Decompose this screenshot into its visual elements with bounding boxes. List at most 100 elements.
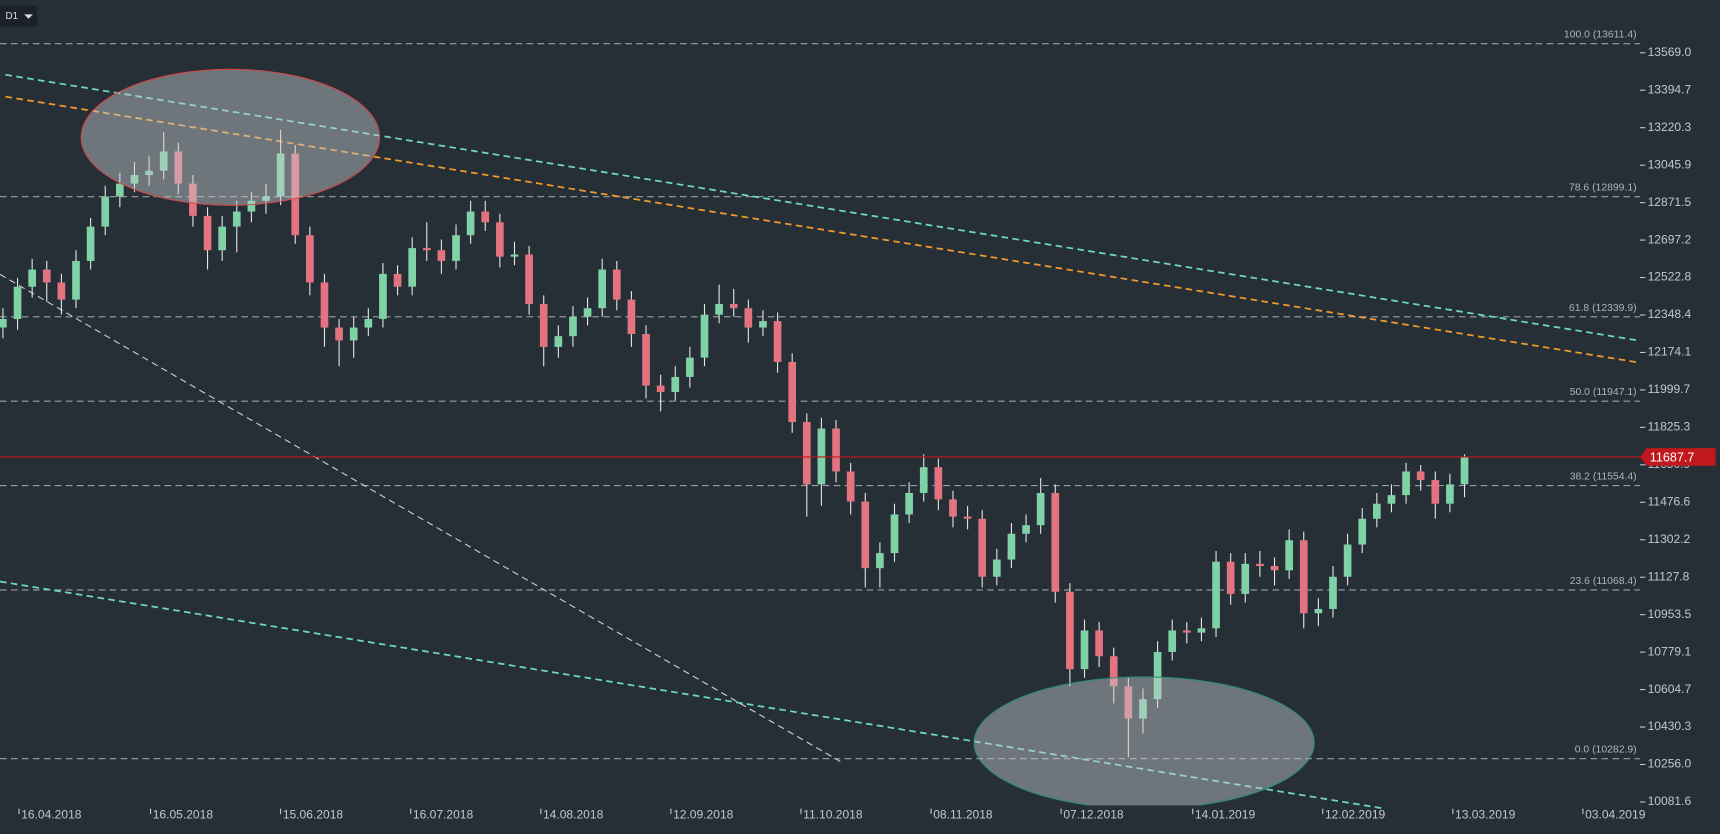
y-tick-label: 11476.6 xyxy=(1648,494,1691,508)
candle-body xyxy=(1080,630,1089,670)
candle-body xyxy=(788,361,797,423)
x-tick-label: 03.04.2019 xyxy=(1585,807,1646,821)
x-tick-label: 16.05.2018 xyxy=(153,807,214,821)
candle-body xyxy=(1402,471,1410,496)
candle-body xyxy=(232,211,241,227)
candle-body xyxy=(598,269,607,309)
y-tick-label: 11302.2 xyxy=(1648,532,1691,546)
y-tick-label: 13220.3 xyxy=(1648,120,1692,134)
candle-body xyxy=(291,153,300,236)
candle-body xyxy=(174,151,183,184)
dropdown-arrow[interactable] xyxy=(24,14,33,19)
candle-body xyxy=(481,211,490,223)
fib-label: 61.8 (12339.9) xyxy=(1569,303,1637,314)
y-tick-label: 11999.7 xyxy=(1648,382,1691,396)
y-tick-label: 10081.6 xyxy=(1648,794,1692,808)
highlight-ellipse xyxy=(80,68,381,206)
candle-body xyxy=(203,215,212,251)
fib-label: 23.6 (11068.4) xyxy=(1570,576,1637,587)
candle-body xyxy=(744,308,753,328)
candle-body xyxy=(466,211,475,236)
candle-body xyxy=(408,248,417,287)
candle-body xyxy=(276,153,285,197)
y-tick-label: 12522.8 xyxy=(1648,270,1692,284)
candle-body xyxy=(525,254,533,304)
candle-body xyxy=(656,385,665,392)
timeframe-selector[interactable]: D1 xyxy=(0,5,38,27)
last-price-tag xyxy=(1639,448,1716,466)
candle-body xyxy=(1314,608,1323,614)
candle-body xyxy=(306,235,314,283)
candle-body xyxy=(1460,456,1469,485)
candle-body xyxy=(42,269,51,283)
x-tick-label: 11.10.2018 xyxy=(803,807,863,821)
x-tick-label: 07.12.2018 xyxy=(1063,807,1124,821)
candle-body xyxy=(28,269,36,287)
candle-body xyxy=(116,183,124,197)
y-tick-label: 13394.7 xyxy=(1648,82,1692,96)
candle-body xyxy=(320,282,329,328)
y-tick-label: 10953.5 xyxy=(1648,607,1692,621)
candle-body xyxy=(72,260,80,300)
candle-body xyxy=(452,235,460,261)
candle-body xyxy=(1124,686,1133,719)
candle-body xyxy=(1168,630,1177,652)
candle-body xyxy=(992,559,1001,577)
x-tick-label: 16.04.2018 xyxy=(21,807,82,821)
candle-body xyxy=(861,501,870,569)
y-tick-label: 10256.0 xyxy=(1648,757,1692,771)
y-tick-label: 10604.7 xyxy=(1648,682,1692,696)
candle-body xyxy=(1285,540,1293,571)
candle-body xyxy=(1212,561,1220,629)
candle-body xyxy=(349,327,358,341)
timeframe-box[interactable] xyxy=(0,5,38,27)
y-tick-label: 12348.4 xyxy=(1648,307,1692,321)
candle-body xyxy=(890,514,899,554)
candle-body xyxy=(846,471,855,502)
candle-body xyxy=(1431,480,1440,504)
trend-line xyxy=(5,95,1637,364)
candle-body xyxy=(642,333,650,386)
y-tick-label: 12697.2 xyxy=(1648,232,1692,246)
candle-body xyxy=(773,321,782,362)
candle-body xyxy=(832,428,840,472)
y-tick-label: 11825.3 xyxy=(1648,420,1691,434)
candle-body xyxy=(876,553,884,569)
highlight-ellipse xyxy=(973,676,1315,806)
axes: 13569.0 13394.7 13220.3 13045.9 12871.5 12697… xyxy=(0,45,1716,821)
candle-body xyxy=(189,183,197,216)
candle-body xyxy=(510,254,519,257)
fib-label: 50.0 (11947.1) xyxy=(1570,387,1637,398)
candles xyxy=(0,129,1469,758)
x-tick-label: 16.07.2018 xyxy=(413,807,474,821)
candle-body xyxy=(802,422,811,485)
candle-body xyxy=(364,318,373,328)
x-tick-label: 13.03.2019 xyxy=(1455,807,1516,821)
candle-body xyxy=(1226,561,1235,594)
fib-label: 100.0 (13611.4) xyxy=(1564,30,1637,41)
candle-body xyxy=(57,282,66,300)
y-tick-label: 13045.9 xyxy=(1648,157,1692,171)
candle-body xyxy=(1256,563,1264,567)
candle-body xyxy=(1358,518,1367,545)
timeframe-label[interactable]: D1 xyxy=(5,11,18,22)
candle-body xyxy=(262,196,270,201)
candle-body xyxy=(130,175,139,184)
candle-body xyxy=(437,250,446,261)
candle-body xyxy=(627,299,636,334)
candle-body xyxy=(0,318,7,328)
candle-body xyxy=(949,499,957,517)
candle-body xyxy=(1095,630,1103,657)
candle-body xyxy=(101,196,110,227)
candle-body xyxy=(1343,544,1352,577)
candle-body xyxy=(919,467,928,493)
drawings xyxy=(0,73,1637,810)
candle-body xyxy=(1446,484,1454,504)
candle-body xyxy=(159,151,168,171)
trend-line xyxy=(5,73,1637,342)
fib-label: 78.6 (12899.1) xyxy=(1569,183,1637,194)
candle-body xyxy=(905,492,913,515)
y-tick-label: 10779.1 xyxy=(1648,644,1692,658)
trend-line xyxy=(0,580,1385,810)
